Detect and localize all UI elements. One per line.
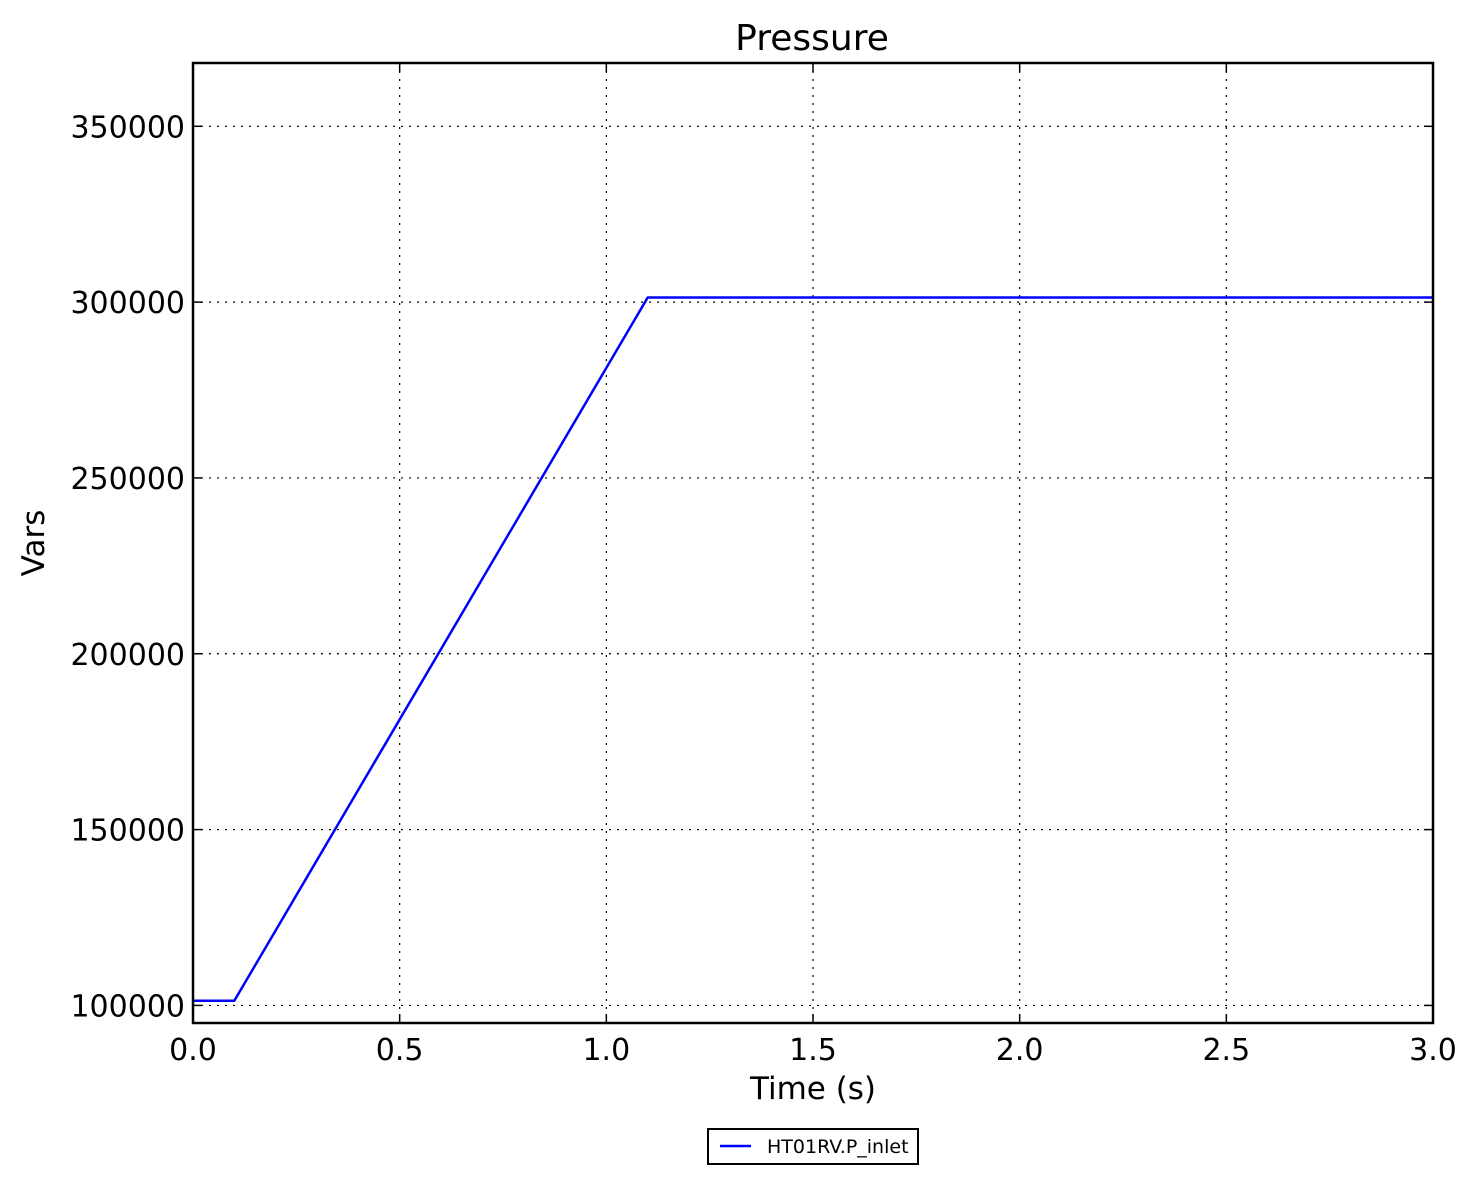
x-tick-label: 0.0 — [169, 1033, 217, 1068]
y-axis-title: Vars — [16, 510, 52, 577]
plot-frame — [191, 61, 1435, 1025]
y-tick-label: 200000 — [70, 638, 185, 673]
series-layer — [193, 296, 1433, 1003]
y-tick-label: 100000 — [70, 989, 185, 1024]
x-axis-title: Time (s) — [749, 1071, 876, 1107]
legend-label: HT01RV.P_inlet — [767, 1136, 909, 1158]
x-tick-labels: 0.0 0.5 1.0 1.5 2.0 2.5 3.0 — [169, 1033, 1457, 1068]
y-tick-labels: 100000 150000 200000 250000 300000 350000 — [70, 110, 185, 1024]
y-tick-label: 300000 — [70, 286, 185, 321]
y-tick-label: 250000 — [70, 462, 185, 497]
x-tick-label: 3.0 — [1409, 1033, 1457, 1068]
chart-title: Pressure — [735, 18, 889, 59]
y-tick-label: 150000 — [70, 814, 185, 849]
series-line-ht01rv-p-inlet — [193, 296, 1433, 1003]
x-tick-label: 1.0 — [582, 1033, 630, 1068]
x-tick-label: 0.5 — [376, 1033, 424, 1068]
x-tick-label: 2.0 — [996, 1033, 1044, 1068]
x-tick-label: 2.5 — [1202, 1033, 1250, 1068]
x-tick-label: 1.5 — [789, 1033, 837, 1068]
y-tick-label: 350000 — [70, 110, 185, 145]
legend: HT01RV.P_inlet — [707, 1128, 919, 1165]
